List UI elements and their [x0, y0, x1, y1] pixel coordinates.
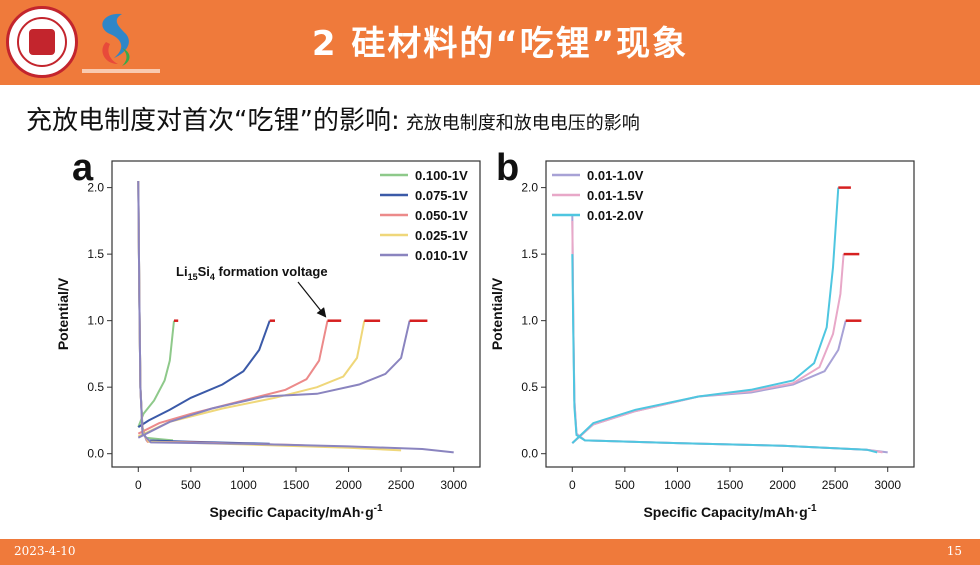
- college-logo: [102, 13, 130, 66]
- plot-frame: [545, 160, 915, 468]
- legend-label: 0.01-1.0V: [587, 168, 644, 183]
- series-charge-line: [137, 320, 329, 435]
- x-tick-label: 2000: [769, 478, 796, 492]
- y-tick-label: 0.0: [521, 447, 538, 461]
- slide-title: 2 硅材料的“吃锂”现象: [311, 24, 689, 64]
- series-charge-line: [571, 187, 840, 444]
- legend-label: 0.01-2.0V: [587, 208, 644, 223]
- chart-panel-a: 0 500 1000 1500 2000 2500 3000 0.0 0.5 1.0 1.5 2.0 S…: [55, 147, 481, 520]
- college-logo-wordmark: [82, 69, 160, 73]
- x-tick-label: 1000: [230, 478, 257, 492]
- y-tick-label: 0.5: [521, 380, 538, 394]
- legend-label: 0.01-1.5V: [587, 188, 644, 203]
- series-charge-line: [137, 320, 411, 439]
- subtitle-small: 充放电制度和放电电压的影响: [405, 113, 640, 134]
- university-seal-logo: [6, 6, 78, 78]
- series-charge-line: [571, 254, 845, 444]
- legend-label: 0.025-1V: [415, 228, 468, 243]
- seal-ring: [17, 17, 67, 67]
- y-tick-label: 0.5: [87, 380, 104, 394]
- x-tick-label: 3000: [440, 478, 467, 492]
- x-axis-label: Specific Capacity/mAh·g-1: [209, 503, 382, 520]
- y-tick-label: 1.0: [521, 314, 538, 328]
- y-axis-label: Potential/V: [55, 277, 71, 350]
- x-tick-label: 0: [135, 478, 142, 492]
- series-discharge-line: [137, 180, 454, 454]
- panel-label: b: [496, 147, 519, 189]
- y-tick-label: 2.0: [521, 181, 538, 195]
- seal-core: [29, 29, 55, 55]
- header-bar: 2 硅材料的“吃锂”现象: [0, 0, 980, 85]
- chart-panel-b: 0 500 1000 1500 2000 2500 3000 0.0 0.5 1.0 1.5 2.0 S…: [489, 147, 915, 520]
- y-tick-label: 1.5: [521, 247, 538, 261]
- plot-frame: [111, 160, 481, 468]
- x-axis-label: Specific Capacity/mAh·g-1: [643, 503, 816, 520]
- y-tick-label: 2.0: [87, 181, 104, 195]
- legend-label: 0.100-1V: [415, 168, 468, 183]
- page-number: 15: [946, 544, 962, 558]
- legend-label: 0.075-1V: [415, 188, 468, 203]
- x-tick-label: 500: [181, 478, 201, 492]
- x-tick-label: 1500: [717, 478, 744, 492]
- x-tick-label: 1500: [283, 478, 310, 492]
- x-tick-label: 2500: [822, 478, 849, 492]
- y-axis-label: Potential/V: [489, 277, 505, 350]
- x-tick-label: 2000: [335, 478, 362, 492]
- y-tick-label: 0.0: [87, 447, 104, 461]
- footer-date: 2023-4-10: [14, 544, 76, 558]
- annotation-label: Li15Si4 formation voltage: [176, 264, 328, 282]
- x-tick-label: 1000: [664, 478, 691, 492]
- legend-label: 0.050-1V: [415, 208, 468, 223]
- footer-bar: 2023-4-10 15: [0, 539, 980, 565]
- series-discharge-line: [571, 254, 878, 454]
- slide-subtitle: 充放电制度对首次“吃锂”的影响: 充放电制度和放电电压的影响: [26, 100, 640, 137]
- annotation-arrow: [297, 281, 327, 318]
- y-tick-label: 1.5: [87, 247, 104, 261]
- series-charge-line: [137, 320, 271, 428]
- x-tick-label: 500: [615, 478, 635, 492]
- subtitle-main: 充放电制度对首次“吃锂”的影响:: [26, 106, 400, 136]
- x-tick-label: 2500: [388, 478, 415, 492]
- y-tick-label: 1.0: [87, 314, 104, 328]
- x-tick-label: 0: [569, 478, 576, 492]
- panel-label: a: [72, 147, 94, 189]
- legend-label: 0.010-1V: [415, 248, 468, 263]
- x-tick-label: 3000: [874, 478, 901, 492]
- charts-area: 0 500 1000 1500 2000 2500 3000 0.0 0.5 1.0 1.5 2.0 S…: [55, 147, 915, 520]
